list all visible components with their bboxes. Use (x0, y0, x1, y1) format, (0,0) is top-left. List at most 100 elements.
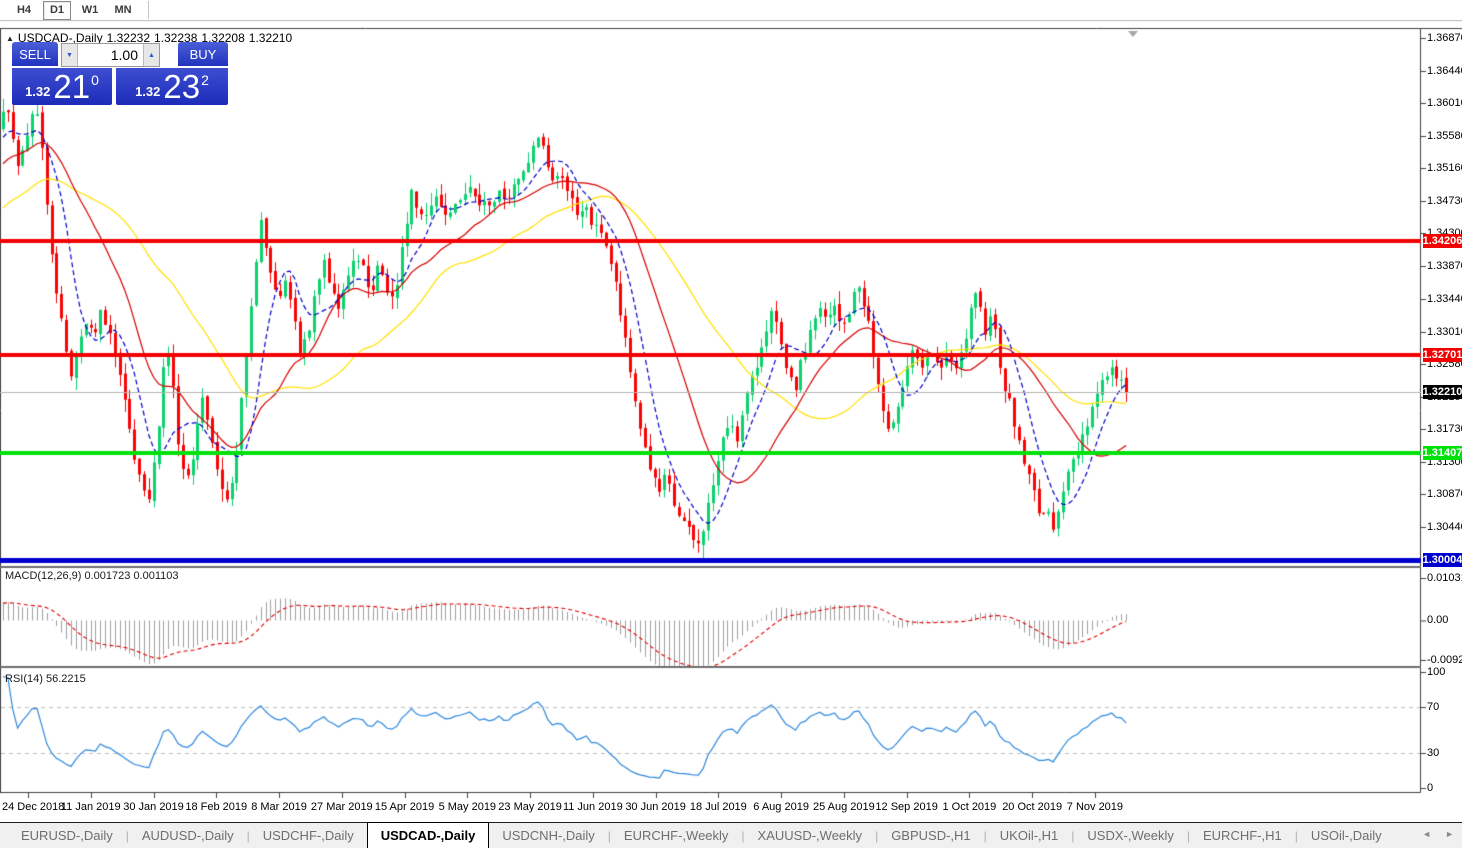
date-tick-label: 11 Jun 2019 (562, 801, 623, 813)
chart-tab-xauusd[interactable]: XAUUSD-,Weekly (757, 828, 863, 843)
sell-button[interactable]: SELL (12, 42, 58, 66)
tab-separator: | (983, 828, 987, 843)
date-tick-label: 5 May 2019 (438, 801, 497, 813)
chart-tab-eurchf[interactable]: EURCHF-,H1 (1203, 828, 1282, 843)
hline-price-label: 1.32701 (1422, 348, 1462, 363)
chart-tab-ukoil[interactable]: UKOil-,H1 (999, 828, 1059, 843)
sell-price-display[interactable]: 1.32 21 0 (12, 68, 112, 105)
price-tick-label: 1.36010 (1427, 97, 1462, 110)
date-tick-label: 25 Aug 2019 (812, 801, 875, 813)
buy-price-big: 23 (163, 68, 201, 105)
ohlc-open: 1.32232 (106, 31, 150, 45)
one-click-trade-panel: SELL ▼ ▲ BUY 1.32 21 0 1.32 23 2 (12, 42, 228, 105)
tab-separator: | (875, 828, 879, 843)
tab-scroll-right-icon[interactable]: ► (1445, 829, 1454, 839)
sell-price-prefix: 1.32 (25, 84, 51, 99)
timeframe-button-mn[interactable]: MN (109, 0, 137, 20)
date-tick-label: 18 Feb 2019 (185, 801, 248, 813)
macd-signal-value: 0.001103 (133, 570, 179, 582)
chart-symbol-label: USDCAD-,Daily (17, 31, 103, 45)
timeframe-button-d1[interactable]: D1 (43, 0, 71, 20)
price-tick-label: 1.36440 (1427, 64, 1462, 77)
rsi-scale-label: 0 (1427, 782, 1434, 794)
timeframe-toolbar: H4 D1 W1 MN (0, 0, 1462, 20)
price-tick-label: 1.34730 (1427, 194, 1462, 207)
current-price-label: 1.32210 (1422, 385, 1462, 400)
buy-price-prefix: 1.32 (135, 84, 161, 99)
volume-input[interactable] (78, 44, 143, 66)
ohlc-low: 1.32208 (201, 31, 245, 45)
tab-separator: | (741, 828, 745, 843)
date-tick-label: 7 Nov 2019 (1066, 801, 1124, 813)
date-tick-label: 11 Jan 2019 (60, 801, 121, 813)
volume-control: ▼ ▲ (61, 43, 160, 67)
rsi-scale-label: 30 (1427, 747, 1440, 760)
hline-price-label: 1.34206 (1422, 233, 1462, 248)
date-tick-label: 23 May 2019 (498, 801, 562, 813)
date-tick-label: 18 Jul 2019 (689, 801, 747, 813)
price-tick-label: 1.35160 (1427, 162, 1462, 175)
rsi-pane-label: RSI(14) 56.2215 (5, 673, 86, 685)
macd-main-value: 0.001723 (84, 570, 131, 582)
tab-scroll-arrows: ◄ ► (1422, 829, 1454, 839)
tab-separator: | (246, 828, 250, 843)
date-tick-label: 8 Mar 2019 (251, 801, 307, 813)
timeframe-button-w1[interactable]: W1 (76, 0, 104, 20)
chart-tab-eurusd[interactable]: EURUSD-,Daily (21, 828, 113, 843)
price-tick-label: 1.33010 (1427, 325, 1462, 338)
date-tick-label: 27 Mar 2019 (310, 801, 373, 813)
toolbar-divider (148, 1, 149, 19)
chart-tab-usdcnh[interactable]: USDCNH-,Daily (502, 828, 595, 843)
price-tick-label: 1.30870 (1427, 488, 1462, 501)
one-click-collapse-icon[interactable]: ▲ (6, 34, 14, 43)
buy-price-display[interactable]: 1.32 23 2 (116, 68, 228, 105)
rsi-value: 56.2215 (45, 673, 86, 685)
ohlc-high: 1.32238 (154, 31, 198, 45)
date-tick-label: 30 Jun 2019 (625, 801, 686, 813)
chart-tab-usdchf[interactable]: USDCHF-,Daily (262, 828, 354, 843)
chart-tab-usdcad[interactable]: USDCAD-,Daily (366, 822, 490, 848)
tab-separator: | (1071, 828, 1075, 843)
rsi-scale-label: 70 (1427, 700, 1440, 713)
rsi-scale-label: 100 (1427, 666, 1446, 678)
chart-title: ▲ USDCAD-,Daily 1.32232 1.32238 1.32208 1.322… (6, 31, 296, 45)
chart-tab-gbpusd[interactable]: GBPUSD-,H1 (891, 828, 971, 843)
tab-separator: | (607, 828, 611, 843)
macd-scale-label: 0.00 (1427, 614, 1449, 626)
date-tick-label: 30 Jan 2019 (123, 801, 184, 813)
macd-pane-label: MACD(12,26,9) 0.001723 0.001103 (5, 570, 179, 582)
date-tick-label: 6 Aug 2019 (753, 801, 809, 813)
macd-scale-label: -0.009203 (1427, 654, 1462, 666)
date-tick-label: 24 Dec 2018 (2, 801, 65, 813)
buy-button[interactable]: BUY (178, 42, 228, 66)
ohlc-close: 1.32210 (248, 31, 293, 45)
price-tick-label: 1.36870 (1427, 32, 1462, 44)
price-tick-label: 1.35580 (1427, 130, 1462, 143)
hline-price-label: 1.31407 (1422, 446, 1462, 461)
tab-scroll-left-icon[interactable]: ◄ (1422, 829, 1432, 839)
macd-scale-label: 0.010311 (1427, 572, 1462, 584)
sell-price-sup: 0 (91, 72, 99, 88)
date-tick-label: 20 Oct 2019 (1002, 801, 1063, 813)
date-tick-label: 15 Apr 2019 (374, 801, 435, 813)
volume-decrease-icon[interactable]: ▼ (62, 44, 78, 66)
date-tick-label: 1 Oct 2019 (942, 801, 997, 813)
chart-tab-audusd[interactable]: AUDUSD-,Daily (141, 828, 234, 843)
buy-price-sup: 2 (201, 72, 209, 88)
chart-tab-usdx[interactable]: USDX-,Weekly (1087, 828, 1174, 843)
chart-tab-eurchf[interactable]: EURCHF-,Weekly (623, 828, 729, 843)
tab-separator: | (1294, 828, 1298, 843)
hline-price-label: 1.30004 (1422, 553, 1462, 568)
price-tick-label: 1.33870 (1427, 260, 1462, 273)
date-tick-label: 12 Sep 2019 (875, 801, 938, 813)
price-tick-label: 1.33440 (1427, 292, 1462, 305)
sell-price-big: 21 (53, 68, 91, 105)
chart-tab-bar: EURUSD-,Daily | AUDUSD-,Daily | USDCHF-,Dail… (0, 822, 1462, 848)
volume-increase-icon[interactable]: ▲ (143, 44, 159, 66)
tab-separator: | (125, 828, 129, 843)
tab-separator: | (1186, 828, 1190, 843)
timeframe-button-h4[interactable]: H4 (10, 0, 38, 20)
chart-tab-usoil[interactable]: USOil-,Daily (1310, 828, 1382, 843)
